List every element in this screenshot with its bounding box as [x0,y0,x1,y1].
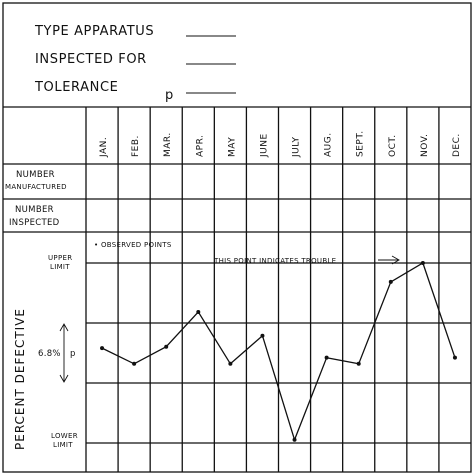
percent-defective-series [100,261,457,442]
month-label: NOV. [420,133,430,157]
center-value-label: 6.8% [38,349,61,359]
upper-limit-label-1: UPPER [48,254,72,262]
month-label: MAR. [163,132,173,157]
observed-point [452,355,457,360]
lower-limit-label-2: LIMIT [53,441,73,449]
month-label: SEPT. [356,130,366,157]
center-range-arrow-top [59,323,69,332]
trouble-point [420,261,425,265]
upper-limit-label-2: LIMIT [50,263,70,271]
month-label: APR. [195,135,205,157]
lower-limit-label-1: LOWER [51,432,78,440]
month-label: AUG. [324,132,334,157]
number-manufactured-label-2: MANUFACTURED [5,183,67,191]
month-label: JULY [292,136,302,158]
month-column-lines [117,107,440,472]
observed-point [132,361,137,366]
observed-point [196,309,201,314]
trouble-arrow-head [391,255,400,265]
observed-point [356,361,361,366]
number-inspected-label-1: NUMBER [15,205,54,215]
observed-point [324,355,329,360]
month-label: JUNE [259,133,269,158]
month-label: OCT. [388,134,398,157]
month-label: MAY [227,137,237,157]
number-inspected-label-2: INSPECTED [9,218,60,228]
observed-point [388,279,393,284]
observed-point [260,333,265,338]
tolerance-symbol: p [165,88,174,103]
observed-point [100,346,105,351]
trouble-note: THIS POINT INDICATES TROUBLE [213,257,336,265]
month-label: FEB. [131,135,141,157]
month-label: DEC. [452,133,462,157]
percent-defective-line [101,262,456,442]
center-symbol-label: p [70,349,76,359]
center-range-arrow-bottom [59,374,69,383]
number-manufactured-label-1: NUMBER [16,170,55,180]
type-apparatus-label: TYPE APPARATUS [34,24,154,39]
percent-defective-axis-title: PERCENT DEFECTIVE [13,308,27,450]
month-label: JAN. [99,137,109,158]
observed-point [292,437,297,442]
observed-points-note: • OBSERVED POINTS [94,241,172,249]
tolerance-label: TOLERANCE [34,80,118,95]
month-labels: JAN. FEB. MAR. APR. MAY JUNE JULY AUG. SEPT. OCT.… [99,130,462,158]
observed-point [164,344,169,349]
observed-point [228,361,233,366]
inspected-for-label: INSPECTED FOR [35,52,147,67]
